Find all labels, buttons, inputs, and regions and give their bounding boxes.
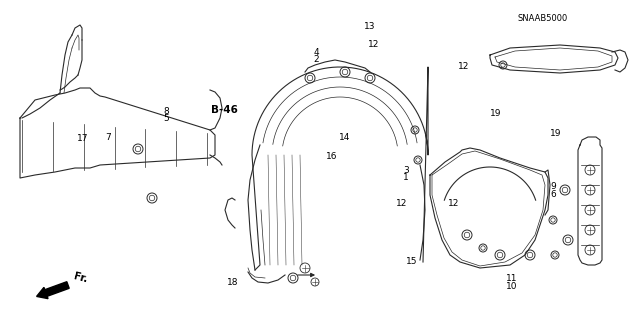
Text: 1: 1 [403,173,409,182]
Text: 14: 14 [339,133,351,142]
Text: 11: 11 [506,274,517,283]
Text: 19: 19 [490,109,501,118]
Text: 16: 16 [326,152,338,161]
Text: 12: 12 [368,40,380,48]
Text: 12: 12 [458,63,470,71]
Text: 15: 15 [406,257,418,266]
Text: 17: 17 [77,134,88,143]
Text: 12: 12 [396,199,407,208]
FancyArrow shape [36,282,69,299]
Text: 6: 6 [550,190,556,199]
Text: 2: 2 [314,56,319,64]
Text: 13: 13 [364,22,375,31]
Text: 19: 19 [550,130,562,138]
Text: Fr.: Fr. [72,271,88,285]
Text: 7: 7 [106,133,111,142]
Text: 9: 9 [550,182,556,191]
Text: 18: 18 [227,278,239,287]
Text: 4: 4 [314,48,319,57]
Text: SNAAB5000: SNAAB5000 [517,14,568,23]
Text: 8: 8 [163,107,169,115]
Text: 10: 10 [506,282,517,291]
Text: 3: 3 [403,166,409,174]
Text: 5: 5 [163,114,169,122]
Text: 12: 12 [448,199,460,208]
Text: B-46: B-46 [211,105,238,115]
